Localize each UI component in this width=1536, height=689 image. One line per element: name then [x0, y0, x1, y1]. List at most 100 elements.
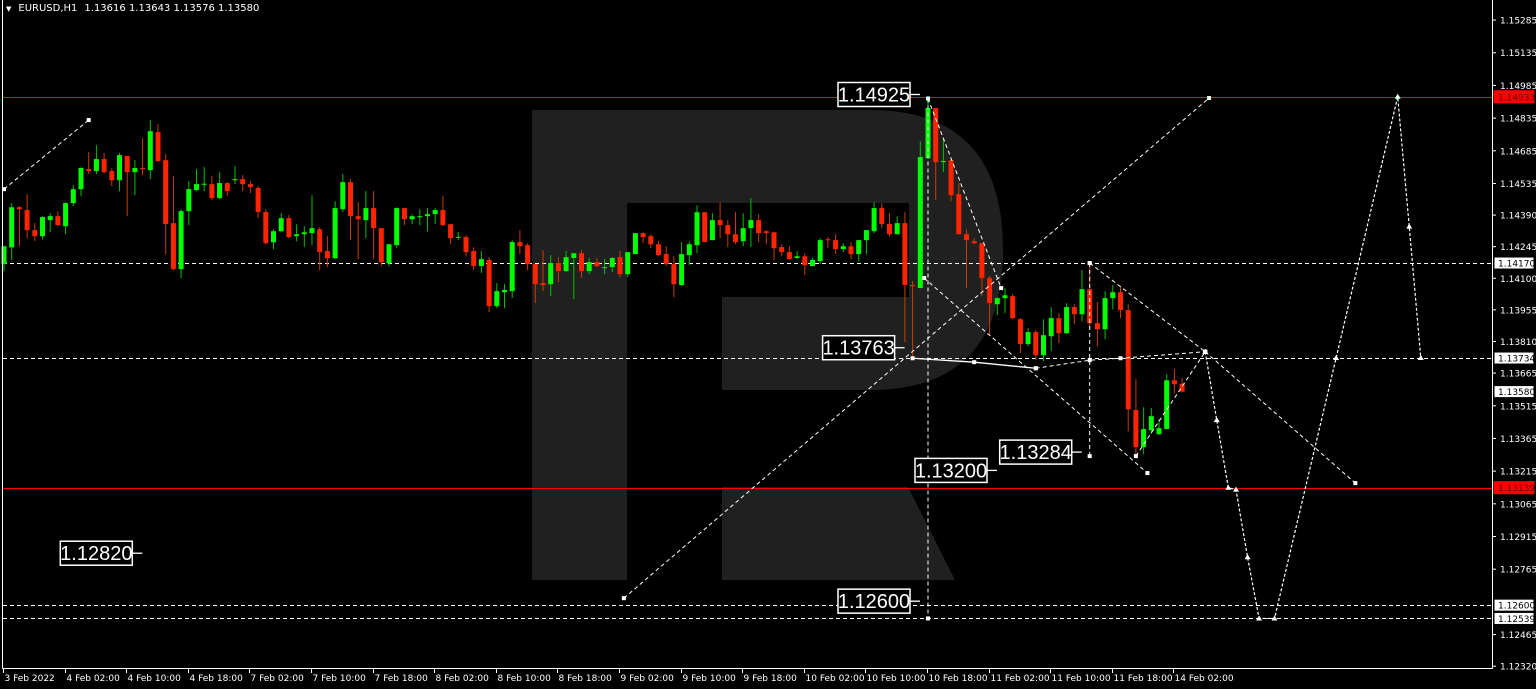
bearish-candle [24, 194, 30, 239]
bullish-candle [917, 141, 923, 289]
time-axis[interactable]: 3 Feb 2022 4 Feb 02:00 4 Feb 10:00 4 Feb 18… [3, 668, 1234, 684]
bullish-candle [93, 145, 99, 175]
candle-body [1171, 380, 1177, 385]
bullish-candle [301, 226, 307, 248]
bullish-candle [132, 160, 138, 196]
marker-background [1493, 598, 1535, 612]
candle-body [532, 264, 538, 285]
bullish-candle [1079, 269, 1085, 322]
bearish-candle [286, 215, 292, 239]
candle-body [871, 208, 877, 232]
bearish-candle [971, 238, 977, 245]
bearish-candle [463, 235, 469, 257]
candle-body [232, 179, 238, 181]
candle-body [987, 278, 993, 304]
candle-body [401, 208, 407, 220]
bearish-candle [540, 250, 546, 292]
candle-body [1133, 410, 1139, 448]
candle-body [571, 253, 577, 259]
forecast-arrow-icon [1271, 615, 1278, 621]
bullish-candle [625, 252, 631, 278]
candle-body [1141, 429, 1147, 448]
candle-body [763, 231, 769, 234]
trend-line [623, 97, 1210, 599]
bearish-candle [255, 186, 261, 219]
bearish-candle [956, 183, 962, 235]
bearish-candle [163, 154, 169, 255]
analysis-drawings [2, 96, 1358, 621]
bearish-candle [1017, 318, 1023, 354]
bullish-candle [994, 297, 1000, 316]
candle-body [355, 216, 361, 220]
price-tick-label: 1.12765 [1500, 566, 1536, 576]
bullish-candle [679, 242, 685, 287]
bullish-candle [194, 169, 199, 192]
bullish-candle [894, 216, 900, 235]
price-marker: 1.14170 [1493, 256, 1535, 270]
candle-body [455, 236, 461, 238]
candle-body [224, 183, 230, 192]
candle-body [586, 262, 592, 272]
candle-body [1164, 380, 1170, 430]
bullish-candle [1002, 288, 1008, 314]
trend-line [3, 119, 90, 190]
time-tick-label: 3 Feb 2022 [5, 674, 55, 684]
bearish-candle [779, 244, 785, 257]
price-tick-label: 1.14985 [1500, 82, 1536, 92]
bullish-candle [1141, 407, 1147, 455]
bearish-candle [948, 159, 954, 202]
candle-body [1110, 292, 1116, 299]
candle-body [1118, 292, 1123, 311]
forecast-arrow-icon [1225, 484, 1232, 490]
bearish-candle [1118, 286, 1123, 319]
bearish-candle [224, 182, 230, 197]
trend-line [923, 277, 1148, 474]
bullish-candle [271, 229, 276, 250]
bearish-candle [247, 181, 253, 194]
forecast-path [1202, 93, 1424, 621]
candle-body [825, 239, 831, 241]
price-tick-label: 1.13065 [1500, 500, 1536, 510]
bullish-candle [1148, 408, 1154, 435]
candle-body [994, 298, 1000, 305]
bullish-candle [1102, 291, 1108, 340]
candle-body [617, 257, 623, 275]
candle-body [147, 131, 153, 171]
candle-body [63, 203, 69, 227]
price-axis[interactable]: 1.15285 1.15135 1.14985 1.14835 1.14685 1.145… [1492, 17, 1536, 673]
bullish-candle [394, 207, 400, 249]
bullish-candle [748, 198, 754, 248]
triangle-down-icon[interactable]: ▼ [6, 4, 12, 13]
label-frame [914, 457, 988, 484]
bearish-candle [833, 234, 839, 255]
candle-body [863, 230, 869, 241]
candle-body [217, 183, 223, 199]
bearish-candle [401, 208, 407, 226]
candle-body [748, 220, 754, 229]
candle-body [255, 188, 261, 213]
line-anchor-marker [1033, 366, 1038, 371]
price-tick-label: 1.14685 [1500, 147, 1536, 157]
candle-body [940, 161, 946, 163]
bearish-candle [1171, 369, 1177, 394]
price-label-box: 1.12820 [59, 540, 143, 566]
candle-body [1079, 289, 1085, 315]
price-label-box: 1.12600 [837, 588, 920, 614]
candle-body [971, 241, 977, 244]
candle-body [786, 252, 792, 260]
time-tick-label: 10 Feb 02:00 [806, 674, 865, 684]
axes [2, 0, 1493, 669]
candle-body [609, 258, 615, 268]
price-tick-label: 1.13665 [1500, 370, 1536, 380]
candle-body [201, 183, 207, 185]
candle-body [1148, 416, 1154, 431]
bullish-candle [186, 181, 192, 226]
candle-body [817, 240, 823, 262]
trend-line [1089, 262, 1206, 353]
bearish-candle [16, 206, 22, 247]
bearish-candle [525, 243, 531, 271]
candle-body [9, 207, 15, 248]
price-marker: 1.12600 [1493, 598, 1535, 612]
price-axis-markers: 1.14933 1.14170 1.13734 1.13580 1.13139 1.126… [1493, 90, 1535, 625]
